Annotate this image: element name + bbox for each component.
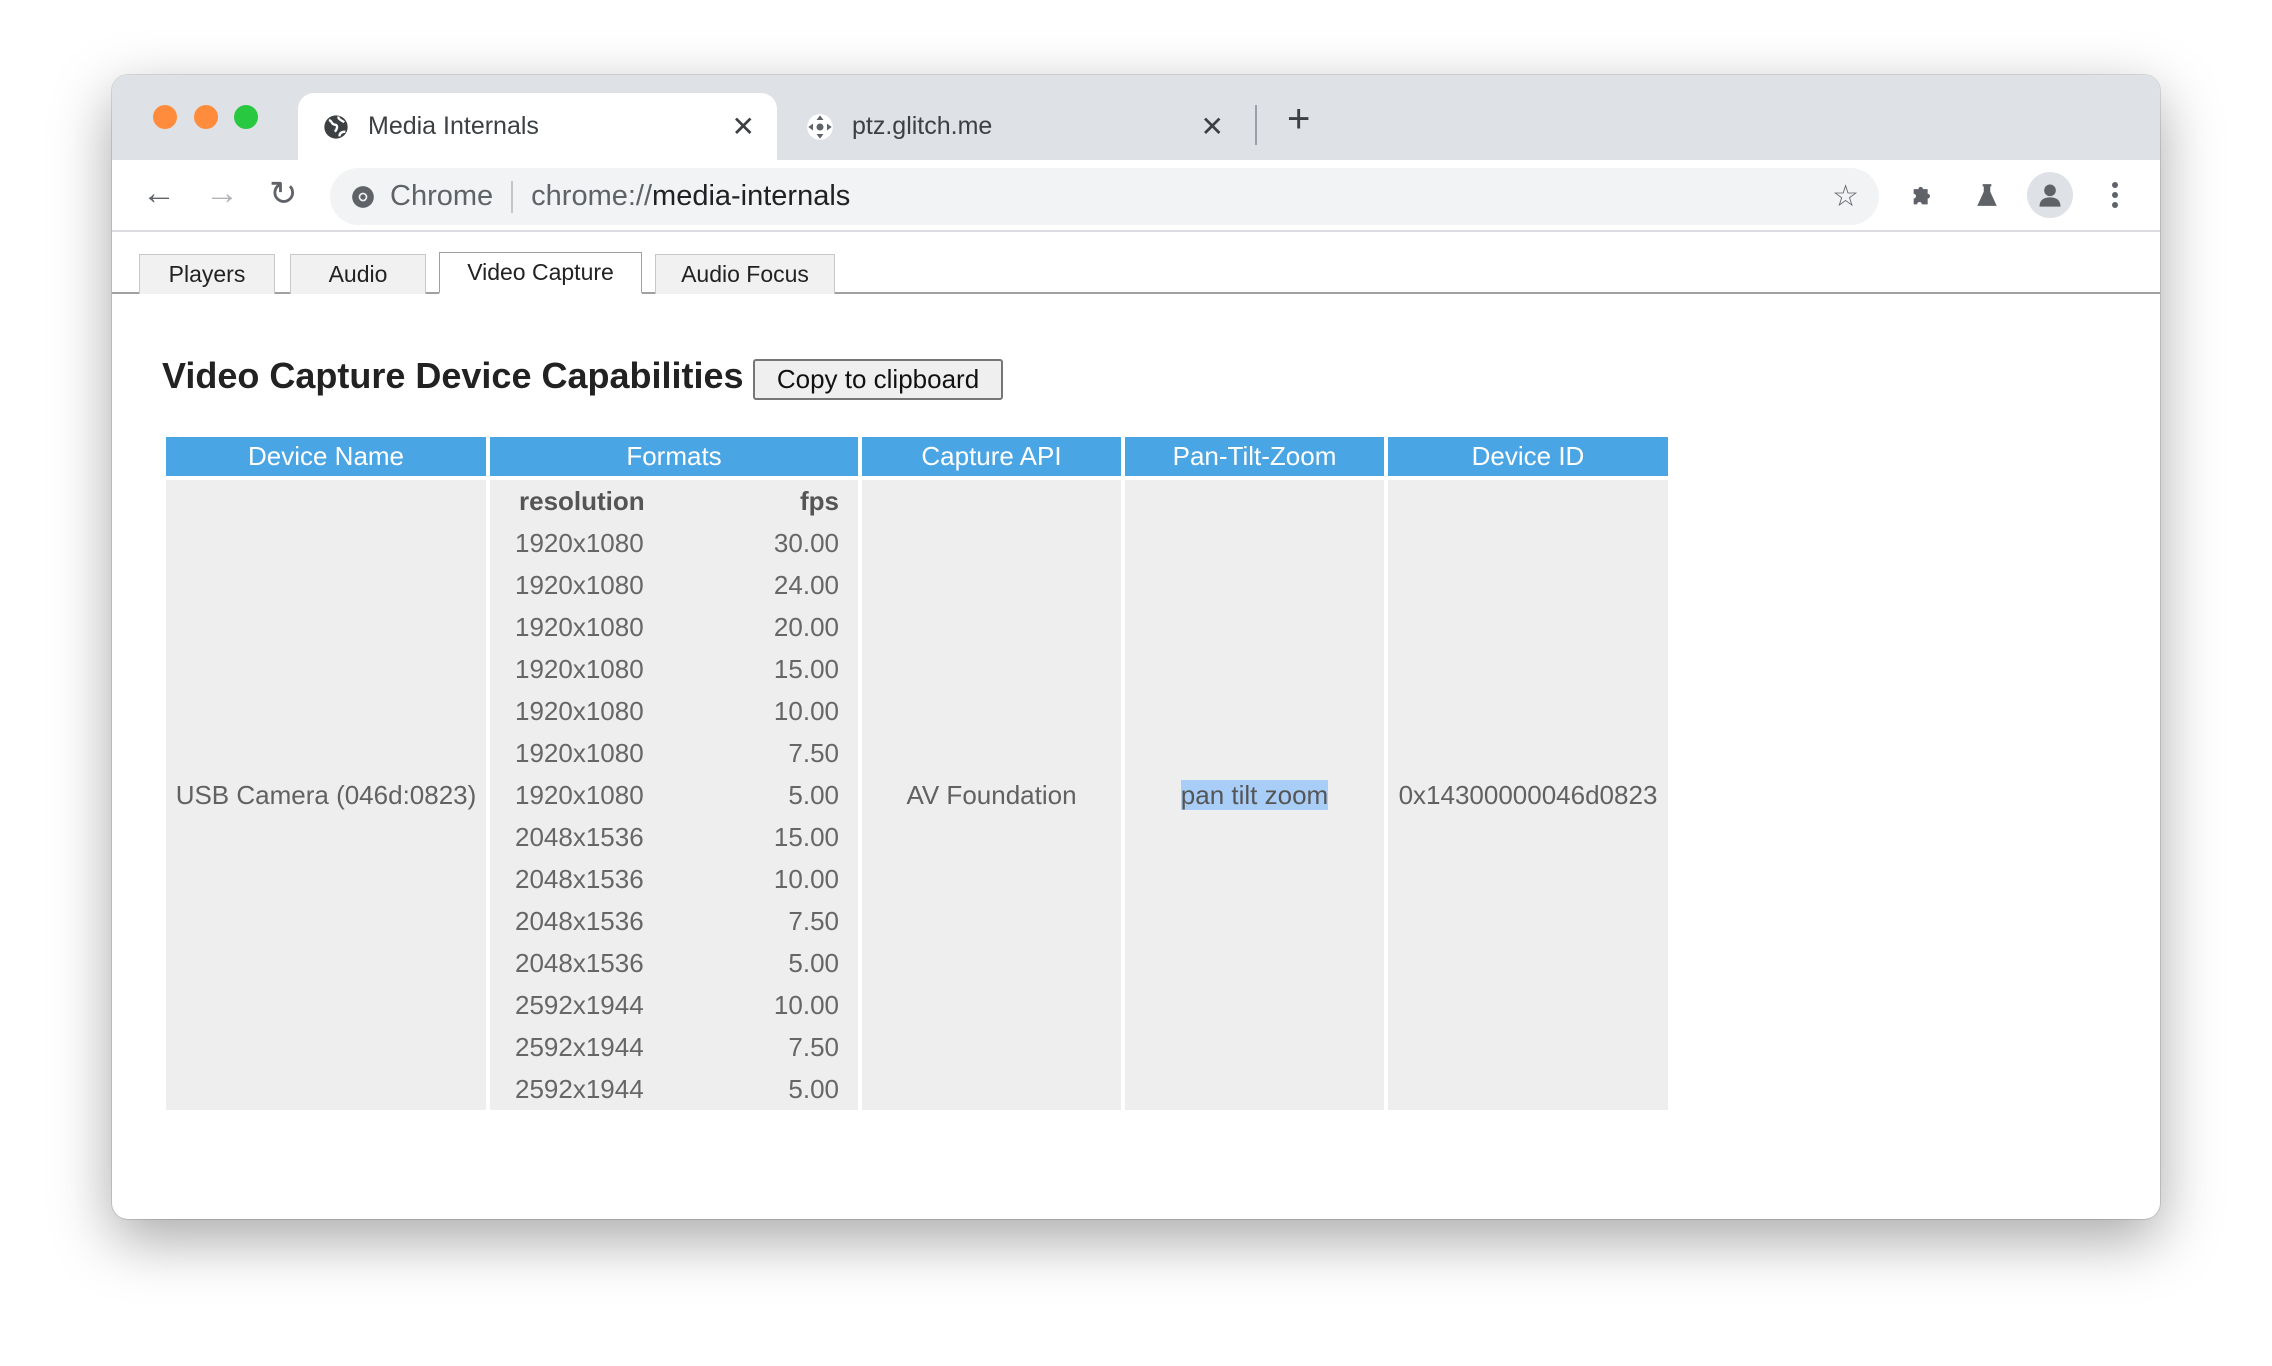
header-capture-api: Capture API [862,437,1121,476]
formats-table: resolution fps 1920x1080 30.00 1920x1080 24… [509,480,839,1110]
format-resolution: 2592x1944 [515,989,644,1020]
back-button[interactable]: ← [142,174,176,212]
format-row: 1920x1080 30.00 [509,522,839,564]
format-resolution: 2592x1944 [515,1031,644,1062]
tab-audio-focus[interactable]: Audio Focus [655,254,835,294]
header-device-name: Device Name [166,437,486,476]
format-row: 1920x1080 20.00 [509,606,839,648]
format-row: 2592x1944 10.00 [509,984,839,1026]
format-resolution: 2048x1536 [515,863,644,894]
page-title: Video Capture Device Capabilities [162,355,744,396]
format-resolution: 1920x1080 [515,695,644,726]
device-id-cell: 0x14300000046d0823 [1388,480,1668,1110]
format-fps: 7.50 [788,905,839,936]
formats-cell: resolution fps 1920x1080 30.00 1920x1080 24… [490,480,858,1110]
browser-tab-media-internals[interactable]: Media Internals ✕ [298,93,777,160]
ptz-cell: pan tilt zoom [1125,480,1384,1110]
header-device-id: Device ID [1388,437,1668,476]
format-fps: 10.00 [773,863,839,894]
format-fps: 5.00 [788,1073,839,1104]
page-tabs: Players Audio Video Capture Audio Focus [112,232,2160,294]
tab-players[interactable]: Players [139,254,275,294]
omnibox-divider [511,180,514,213]
close-tab-icon[interactable]: ✕ [1200,111,1224,142]
format-row: 2048x1536 15.00 [509,816,839,858]
url-host: media-internals [652,180,851,212]
format-fps: 5.00 [788,779,839,810]
table-row: USB Camera (046d:0823) resolution fps 19… [166,480,1668,1110]
tab-separator [1255,105,1257,145]
header-formats: Formats [490,437,858,476]
format-resolution: 2592x1944 [515,1073,644,1104]
format-resolution: 1920x1080 [515,653,644,684]
tab-audio[interactable]: Audio [290,254,426,294]
format-row: 2048x1536 10.00 [509,858,839,900]
format-fps: 15.00 [773,653,839,684]
format-resolution: 2048x1536 [515,905,644,936]
site-chip-label: Chrome [390,180,494,212]
device-name-cell: USB Camera (046d:0823) [166,480,486,1110]
tab-video-capture[interactable]: Video Capture [439,252,642,294]
maximize-window-button[interactable] [234,105,258,129]
close-tab-icon[interactable]: ✕ [731,111,755,142]
format-resolution: 1920x1080 [515,779,644,810]
format-row: 1920x1080 7.50 [509,732,839,774]
format-row: 2592x1944 7.50 [509,1026,839,1068]
format-resolution: 1920x1080 [515,611,644,642]
minimize-window-button[interactable] [194,105,218,129]
close-window-button[interactable] [153,105,177,129]
format-resolution: 1920x1080 [515,569,644,600]
format-row: 2048x1536 7.50 [509,900,839,942]
format-fps: 20.00 [773,611,839,642]
bookmark-star-icon[interactable]: ☆ [1832,180,1859,213]
format-fps: 10.00 [773,695,839,726]
format-fps: 7.50 [788,1031,839,1062]
format-row: 2048x1536 5.00 [509,942,839,984]
resolution-header: resolution [519,485,645,516]
tab-title: ptz.glitch.me [852,112,993,140]
browser-window: Media Internals ✕ ptz.glitch.me ✕ + ← → … [112,75,2160,1219]
format-fps: 24.00 [773,569,839,600]
url-scheme: chrome:// [531,180,653,212]
fps-header: fps [800,485,839,516]
format-fps: 7.50 [788,737,839,768]
globe-icon [322,113,350,141]
labs-flask-icon[interactable] [1964,172,2010,218]
format-fps: 5.00 [788,947,839,978]
format-fps: 30.00 [773,527,839,558]
tab-title: Media Internals [368,112,539,140]
copy-to-clipboard-button[interactable]: Copy to clipboard [753,359,1003,400]
format-row: 1920x1080 5.00 [509,774,839,816]
ptz-value: pan tilt zoom [1180,779,1329,810]
format-resolution: 1920x1080 [515,737,644,768]
format-resolution: 2048x1536 [515,821,644,852]
capabilities-table: Device Name Formats Capture API Pan-Tilt… [162,433,1672,1114]
tab-strip: Media Internals ✕ ptz.glitch.me ✕ + [112,75,2160,160]
format-resolution: 1920x1080 [515,527,644,558]
move-icon [806,113,834,141]
header-ptz: Pan-Tilt-Zoom [1125,437,1384,476]
toolbar: ← → ↻ Chrome chrome://media-internals ☆ [112,160,2160,232]
menu-kebab-icon[interactable] [2092,172,2138,218]
format-row: 1920x1080 10.00 [509,690,839,732]
format-row: 1920x1080 24.00 [509,564,839,606]
format-fps: 10.00 [773,989,839,1020]
browser-tab-ptz[interactable]: ptz.glitch.me ✕ [782,93,1246,160]
reload-button[interactable]: ↻ [269,175,298,213]
omnibox[interactable]: Chrome chrome://media-internals ☆ [330,168,1879,225]
extensions-puzzle-icon[interactable] [1900,172,1946,218]
profile-avatar-icon[interactable] [2027,172,2073,218]
format-row: 2592x1944 5.00 [509,1068,839,1110]
format-fps: 15.00 [773,821,839,852]
new-tab-button[interactable]: + [1287,97,1311,141]
forward-button[interactable]: → [205,174,239,212]
format-row: 1920x1080 15.00 [509,648,839,690]
capture-api-cell: AV Foundation [862,480,1121,1110]
format-resolution: 2048x1536 [515,947,644,978]
chrome-icon [352,185,374,208]
site-chip[interactable]: Chrome [350,180,493,213]
